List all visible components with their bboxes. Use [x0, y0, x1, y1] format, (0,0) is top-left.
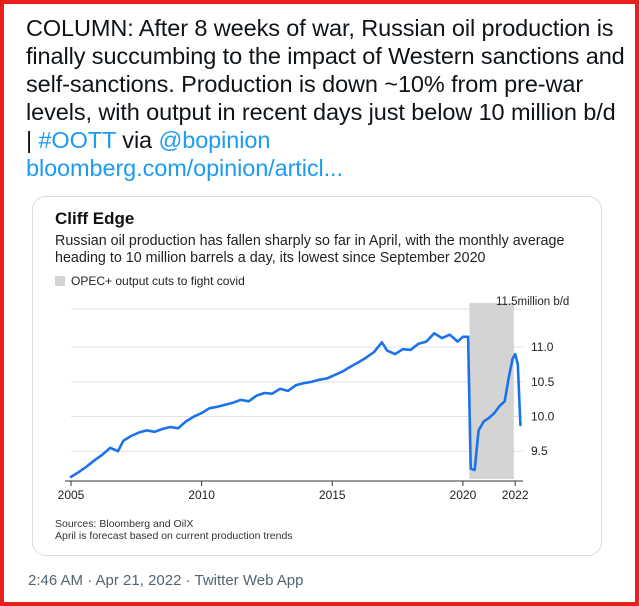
oil-production-chart: 11.0 10.5 10.0 9.5 11.5million b/d 2005 2010 20… — [58, 296, 570, 502]
legend-swatch — [55, 276, 65, 286]
article-link[interactable]: bloomberg.com/opinion/articl... — [26, 155, 343, 181]
chart-legend: OPEC+ output cuts to fight covid — [55, 274, 245, 288]
x-tick-label: 2015 — [319, 488, 346, 502]
y-tick-label: 10.5 — [531, 375, 555, 389]
tweet-body: COLUMN: After 8 weeks of war, Russian oi… — [26, 15, 625, 153]
chart-subtitle: Russian oil production has fallen sharpl… — [55, 233, 565, 266]
y-tick-label: 9.5 — [531, 444, 548, 458]
via-text: via — [115, 127, 159, 153]
unit-label: 11.5million b/d — [496, 296, 569, 308]
tweet-timestamp[interactable]: 2:46 AM · Apr 21, 2022 · Twitter Web App — [28, 572, 304, 589]
chart-sources: Sources: Bloomberg and OilX April is for… — [55, 518, 293, 542]
x-tick-label: 2022 — [502, 488, 529, 502]
forecast-note: April is forecast based on current produ… — [55, 530, 293, 542]
x-tick-label: 2010 — [188, 488, 215, 502]
x-tick-label: 2020 — [450, 488, 477, 502]
mention-link[interactable]: @bopinion — [158, 127, 271, 153]
production-series-line — [69, 332, 522, 479]
sources-line: Sources: Bloomberg and OilX — [55, 518, 194, 530]
chart-card[interactable]: Cliff Edge Russian oil production has fa… — [32, 196, 602, 556]
chart-title: Cliff Edge — [55, 209, 135, 228]
tweet-text: COLUMN: After 8 weeks of war, Russian oi… — [26, 14, 626, 182]
x-tick-label: 2005 — [58, 488, 85, 502]
legend-label: OPEC+ output cuts to fight covid — [71, 274, 245, 288]
hashtag-link[interactable]: #OOTT — [38, 127, 116, 153]
y-tick-label: 10.0 — [531, 410, 555, 424]
y-tick-label: 11.0 — [531, 340, 554, 354]
